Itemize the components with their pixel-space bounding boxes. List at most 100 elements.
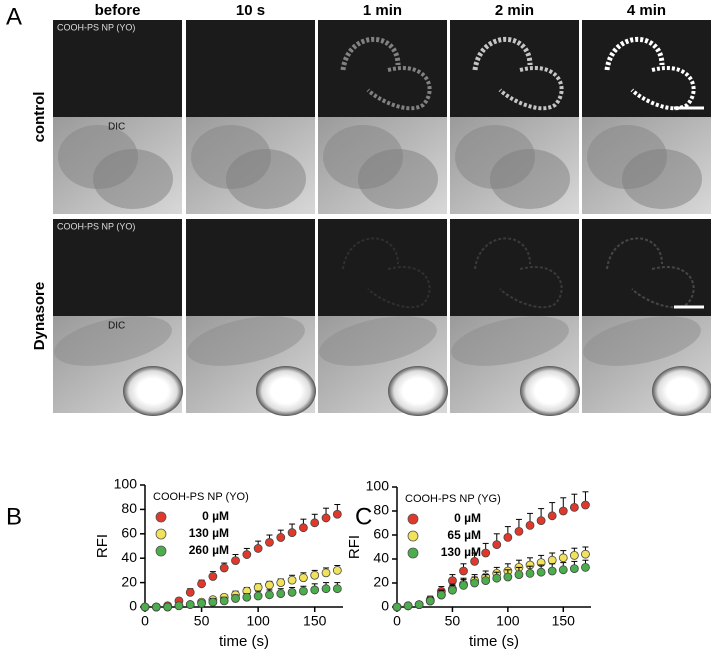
data-point bbox=[242, 592, 252, 602]
data-point bbox=[163, 602, 173, 612]
data-point bbox=[492, 573, 502, 583]
cell bbox=[256, 366, 316, 416]
data-point bbox=[569, 502, 579, 512]
data-point bbox=[581, 563, 590, 572]
data-point bbox=[332, 509, 342, 519]
y-axis-label: RFI bbox=[346, 535, 363, 559]
data-point bbox=[219, 596, 229, 606]
data-point bbox=[425, 596, 435, 606]
channel-label: DIC bbox=[108, 321, 125, 332]
data-point bbox=[547, 566, 557, 576]
legend-marker bbox=[407, 530, 419, 542]
data-point bbox=[276, 533, 286, 542]
data-point bbox=[321, 584, 331, 594]
data-point bbox=[253, 544, 263, 553]
data-point bbox=[287, 528, 297, 537]
fluorescence-image bbox=[318, 219, 447, 316]
cell bbox=[622, 149, 702, 209]
data-point bbox=[514, 527, 524, 536]
x-tick-label: 50 bbox=[194, 613, 210, 629]
legend-label: 260 µM bbox=[189, 543, 229, 557]
legend-marker bbox=[407, 513, 419, 525]
y-tick-label: 20 bbox=[121, 573, 137, 589]
data-point bbox=[185, 600, 195, 609]
x-axis-label: time (s) bbox=[469, 633, 519, 650]
data-point bbox=[547, 555, 557, 565]
chart: 0 20 40 60 80 100 0 50 100 150 time (s) RFI COOH-PS … bbox=[94, 476, 343, 650]
cell bbox=[520, 366, 580, 416]
legend-marker bbox=[155, 545, 167, 557]
data-point bbox=[265, 590, 274, 600]
data-point bbox=[470, 557, 480, 566]
y-tick-label: 0 bbox=[129, 598, 137, 614]
row-label: Dynasore bbox=[31, 282, 48, 350]
x-tick-label: 0 bbox=[141, 613, 149, 629]
row-label: control bbox=[31, 92, 48, 143]
data-point bbox=[265, 537, 274, 547]
data-point bbox=[558, 565, 568, 575]
data-point bbox=[525, 521, 535, 530]
data-point bbox=[265, 580, 274, 590]
chart-title: COOH-PS NP (YG) bbox=[405, 493, 501, 505]
fluorescence-image bbox=[53, 219, 182, 316]
cell bbox=[388, 366, 448, 416]
data-point bbox=[448, 576, 457, 585]
data-point bbox=[547, 511, 557, 521]
data-point bbox=[436, 590, 446, 600]
data-point bbox=[310, 518, 320, 528]
data-point bbox=[197, 579, 206, 589]
cell-outline-signal bbox=[631, 266, 695, 309]
column-header: before bbox=[95, 2, 141, 19]
x-tick-label: 100 bbox=[496, 613, 520, 629]
data-point bbox=[287, 587, 297, 597]
y-tick-label: 60 bbox=[121, 525, 137, 541]
cell bbox=[652, 366, 711, 416]
data-point bbox=[321, 568, 331, 578]
fluorescence-image bbox=[318, 20, 447, 117]
data-point bbox=[514, 570, 524, 579]
data-point bbox=[569, 551, 579, 560]
cell-outline-signal bbox=[604, 36, 665, 71]
cell bbox=[583, 316, 701, 366]
data-point bbox=[298, 523, 308, 533]
x-tick-label: 150 bbox=[552, 613, 576, 629]
data-point bbox=[481, 576, 491, 585]
legend-marker bbox=[155, 511, 167, 523]
chart-title: COOH-PS NP (YO) bbox=[153, 491, 249, 503]
data-point bbox=[310, 570, 320, 580]
cell bbox=[93, 149, 173, 209]
data-point bbox=[536, 516, 546, 525]
cell bbox=[451, 316, 569, 366]
y-tick-label: 60 bbox=[373, 526, 389, 542]
data-point bbox=[503, 572, 513, 582]
data-point bbox=[208, 597, 218, 607]
cell-outline-signal bbox=[498, 66, 564, 111]
data-point bbox=[470, 578, 480, 588]
data-point bbox=[525, 569, 535, 578]
data-point bbox=[287, 575, 297, 585]
y-tick-label: 100 bbox=[114, 476, 138, 492]
x-tick-label: 0 bbox=[393, 613, 401, 629]
cell bbox=[319, 316, 437, 366]
panel-label: B bbox=[6, 503, 22, 530]
data-point bbox=[492, 540, 502, 549]
fluorescence-image bbox=[186, 219, 315, 316]
legend-marker bbox=[407, 547, 419, 559]
data-point bbox=[253, 583, 263, 592]
cell bbox=[358, 149, 438, 209]
data-point bbox=[503, 533, 513, 542]
chart: 0 20 40 60 80 100 0 50 100 150 time (s) RFI COOH-PS … bbox=[346, 478, 591, 650]
channel-label: COOH-PS NP (YO) bbox=[57, 221, 135, 231]
data-point bbox=[414, 600, 424, 609]
data-point bbox=[298, 573, 308, 583]
data-point bbox=[231, 556, 240, 566]
data-point bbox=[332, 566, 342, 575]
fluorescence-image bbox=[186, 20, 315, 117]
cell-outline-signal bbox=[499, 266, 563, 309]
column-header: 1 min bbox=[363, 2, 402, 19]
data-point bbox=[310, 585, 320, 595]
y-tick-label: 80 bbox=[121, 500, 137, 516]
data-point bbox=[231, 594, 240, 603]
data-point bbox=[185, 587, 195, 597]
legend-label: 0 µM bbox=[202, 509, 229, 523]
